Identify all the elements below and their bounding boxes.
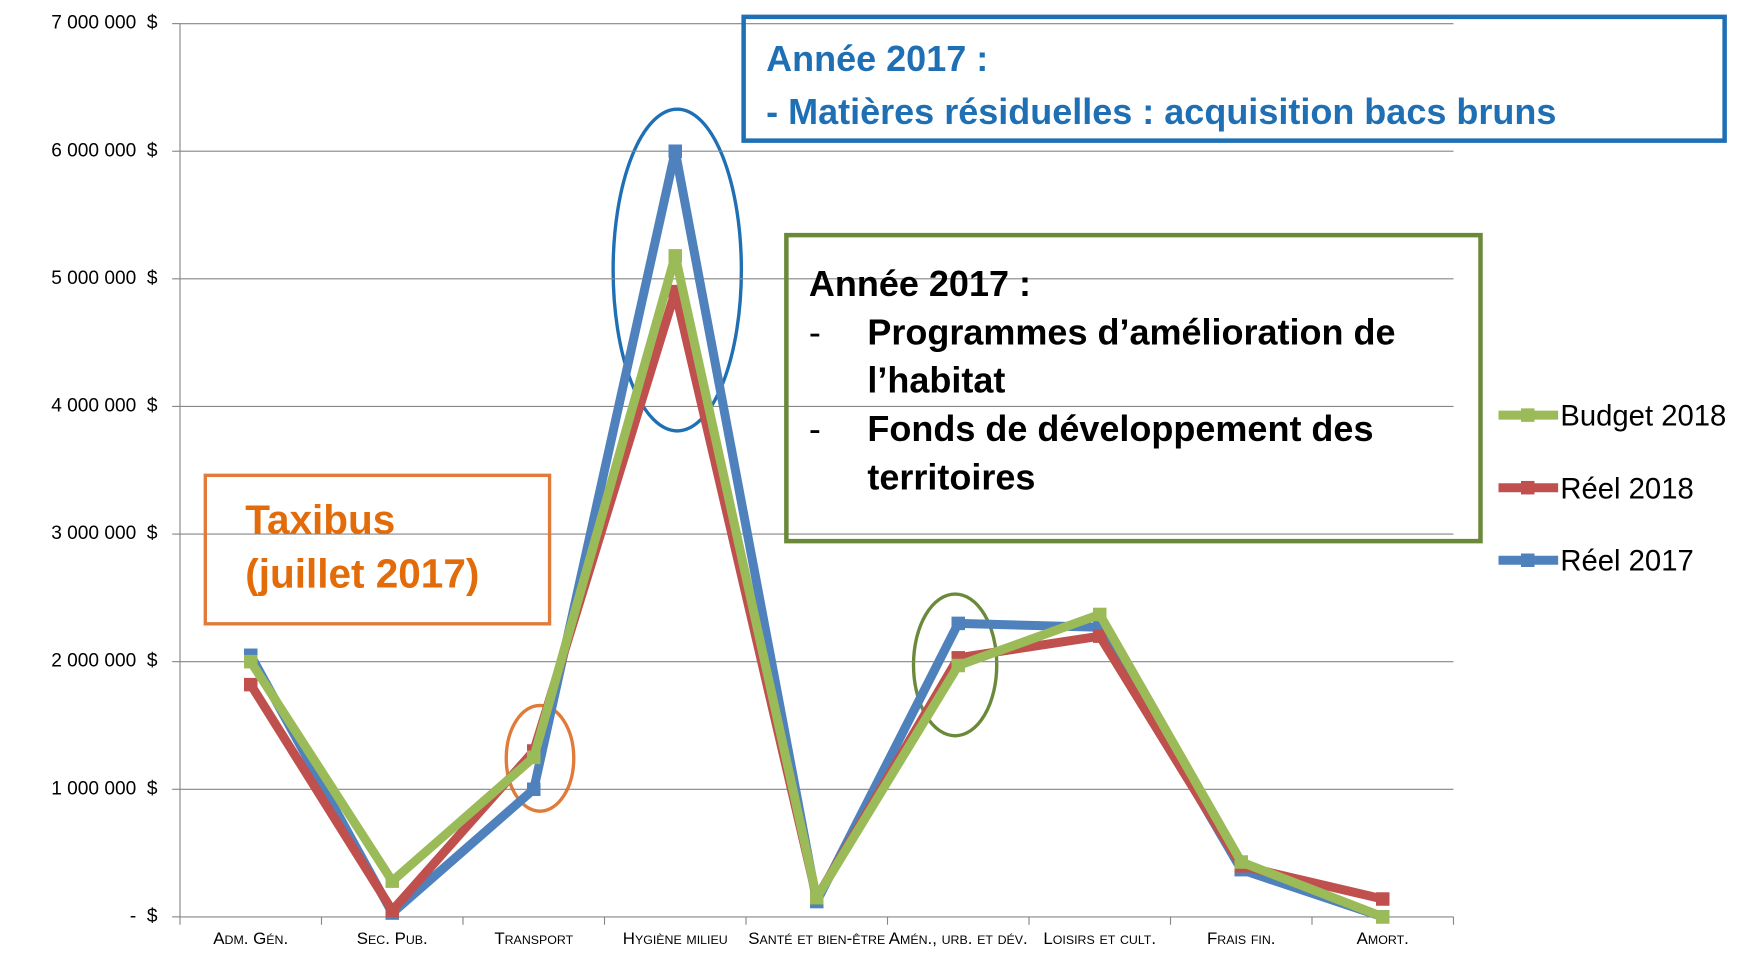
point-marker (1093, 629, 1107, 643)
legend-label: Réel 2017 (1560, 543, 1694, 578)
point-marker (810, 890, 824, 905)
annotation-heading: Année 2017 : (766, 38, 989, 79)
y-tick-label: 3 000 000 $ (51, 523, 158, 544)
legend-label: Budget 2018 (1560, 398, 1727, 432)
point-marker (1234, 855, 1248, 869)
annotation-box: Taxibus (juillet 2017) (203, 473, 552, 626)
point-marker (668, 144, 682, 158)
point-marker (385, 874, 399, 888)
y-tick-label: 6 000 000 $ (51, 140, 158, 161)
point-marker (527, 782, 541, 797)
y-tick-label: 7 000 000 $ (51, 13, 158, 34)
annotation-heading: Taxibus (245, 496, 396, 543)
annotation-heading: Année 2017 : (808, 263, 1031, 304)
annotation-box: Année 2017 :Programmes d’amélioration de… (784, 232, 1483, 544)
x-tick-label: Transport (494, 929, 574, 949)
x-tick-label: Santé et bien-être (748, 929, 886, 949)
y-tick-label: 2 000 000 $ (51, 651, 158, 672)
y-tick-label: 5 000 000 $ (51, 268, 158, 289)
highlight-ellipse (504, 703, 576, 813)
point-marker (1376, 910, 1390, 924)
highlight-ellipse (911, 592, 999, 738)
annotation-text: Programmes d’amélioration de l’habitat (809, 308, 1453, 405)
legend-marker (1521, 408, 1535, 422)
point-marker (244, 677, 258, 692)
y-tick-label: 4 000 000 $ (51, 395, 158, 416)
highlight-ellipse (611, 107, 744, 433)
point-marker (1093, 607, 1107, 622)
x-tick-label: Loisirs et cult. (1043, 929, 1157, 949)
point-marker (385, 903, 399, 918)
y-tick-label: - $ (130, 906, 158, 927)
y-tick-label: 1 000 000 $ (51, 778, 158, 799)
x-tick-label: Hygiène milieu (622, 929, 728, 949)
x-tick-label: Frais fin. (1206, 929, 1276, 949)
point-marker (951, 658, 965, 673)
annotation-text: (juillet 2017) (245, 550, 480, 597)
point-marker (1376, 892, 1390, 906)
annotation-box: Année 2017 : - Matières résiduelles : acq… (741, 14, 1727, 143)
x-tick-label: Sec. Pub. (356, 929, 428, 949)
legend-label: Réel 2018 (1560, 470, 1694, 505)
x-tick-label: Amort. (1356, 929, 1409, 949)
point-marker (244, 654, 258, 669)
point-marker (951, 616, 965, 631)
legend-marker (1521, 480, 1535, 495)
annotation-text: - Matières résiduelles : acquisition bac… (766, 91, 1557, 132)
x-tick-label: Amén., urb. et dév. (888, 929, 1028, 949)
point-marker (527, 750, 541, 765)
x-tick-label: Adm. Gén. (213, 929, 289, 949)
legend-marker (1521, 553, 1535, 567)
point-marker (668, 249, 682, 263)
annotation-text: Fonds de développement des territoires (809, 405, 1453, 502)
